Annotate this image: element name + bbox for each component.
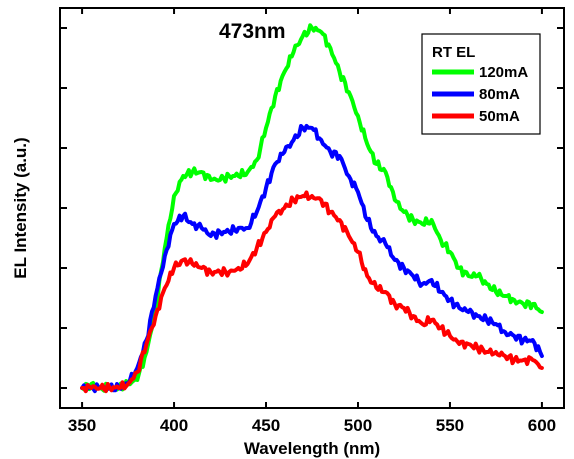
series-line-50mA (80, 190, 544, 394)
legend-label-120mA: 120mA (479, 64, 528, 81)
x-tick-label: 600 (528, 416, 556, 435)
x-axis-title: Wavelength (nm) (244, 439, 380, 458)
series-line-80mA (80, 123, 544, 394)
legend-label-80mA: 80mA (479, 86, 520, 103)
x-tick-label: 450 (252, 416, 280, 435)
x-tick-label: 400 (160, 416, 188, 435)
y-axis-title: EL Intensity (a.u.) (11, 137, 30, 278)
peak-annotation: 473nm (219, 20, 286, 43)
legend-label-50mA: 50mA (479, 108, 520, 125)
legend-entries: 120mA 80mA 50mA (432, 64, 528, 125)
legend-title: RT EL (432, 44, 475, 61)
x-tick-label: 500 (344, 416, 372, 435)
x-tick-label: 550 (436, 416, 464, 435)
x-tick-label: 350 (68, 416, 96, 435)
legend: RT EL 120mA 80mA 50mA (421, 33, 541, 135)
series-layer (80, 23, 544, 394)
tick-layer: 350 400 450 500 550 600 (60, 8, 564, 435)
